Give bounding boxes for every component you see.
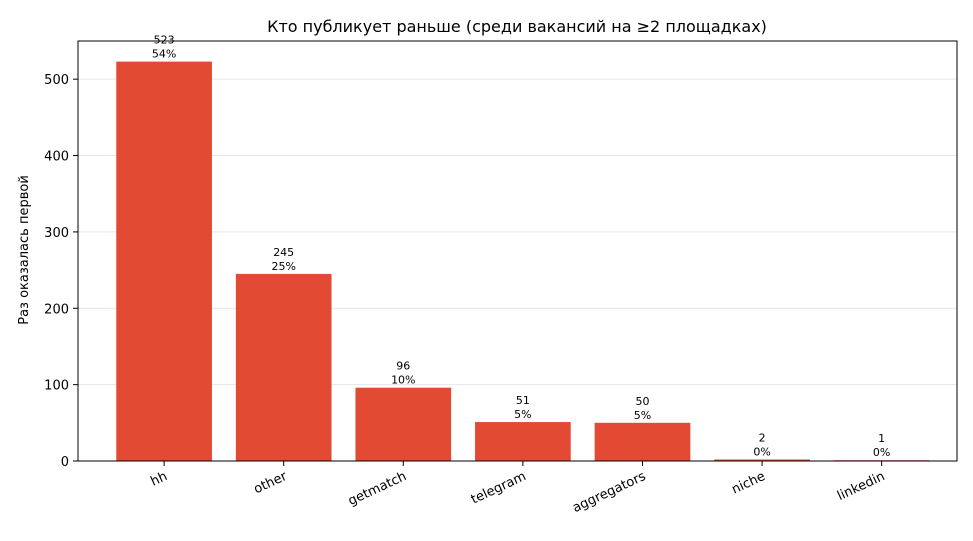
x-tick-label-linkedin: linkedin (835, 469, 887, 504)
y-tick-label: 100 (44, 379, 69, 394)
bar-value-label: 523 (154, 34, 175, 47)
bar-niche (714, 459, 810, 461)
x-tick-label-other: other (252, 469, 290, 498)
plot-frame (77, 40, 958, 462)
y-axis-label: Раз оказалась первой (17, 175, 32, 325)
bar-value-label: 1 (878, 432, 885, 445)
x-tick-label-niche: niche (729, 469, 767, 497)
y-tick-label: 300 (44, 226, 69, 241)
bar-value-label: 245 (273, 246, 294, 259)
bar-other (235, 273, 332, 461)
y-tick-label: 0 (61, 455, 69, 470)
x-tick-label-telegram: telegram (469, 469, 529, 508)
bar-hh (116, 61, 212, 461)
bar-percent-label: 10% (391, 374, 415, 387)
bar-aggregators (594, 422, 691, 461)
bar-percent-label: 5% (514, 408, 531, 421)
bar-percent-label: 25% (271, 260, 295, 273)
bars (116, 61, 930, 462)
bar-telegram (475, 422, 571, 461)
x-tick-label-aggregators: aggregators (570, 469, 648, 516)
y-tick-label: 500 (44, 73, 69, 88)
x-tick-label-hh: hh (149, 469, 170, 490)
bar-value-label: 51 (516, 394, 530, 407)
bar-value-label: 2 (759, 431, 766, 444)
chart-title: Кто публикует раньше (среди вакансий на … (267, 17, 767, 36)
bar-percent-label: 0% (753, 445, 770, 458)
bar-value-label: 50 (635, 395, 649, 408)
bar-getmatch (355, 387, 452, 461)
y-tick-label: 400 (44, 150, 69, 165)
bar-percent-label: 0% (873, 446, 890, 459)
x-tick-label-getmatch: getmatch (346, 469, 409, 509)
y-tick-label: 200 (44, 302, 69, 317)
bar-value-label: 96 (396, 360, 410, 373)
bar-percent-label: 5% (634, 409, 651, 422)
bar-percent-label: 54% (152, 48, 176, 61)
